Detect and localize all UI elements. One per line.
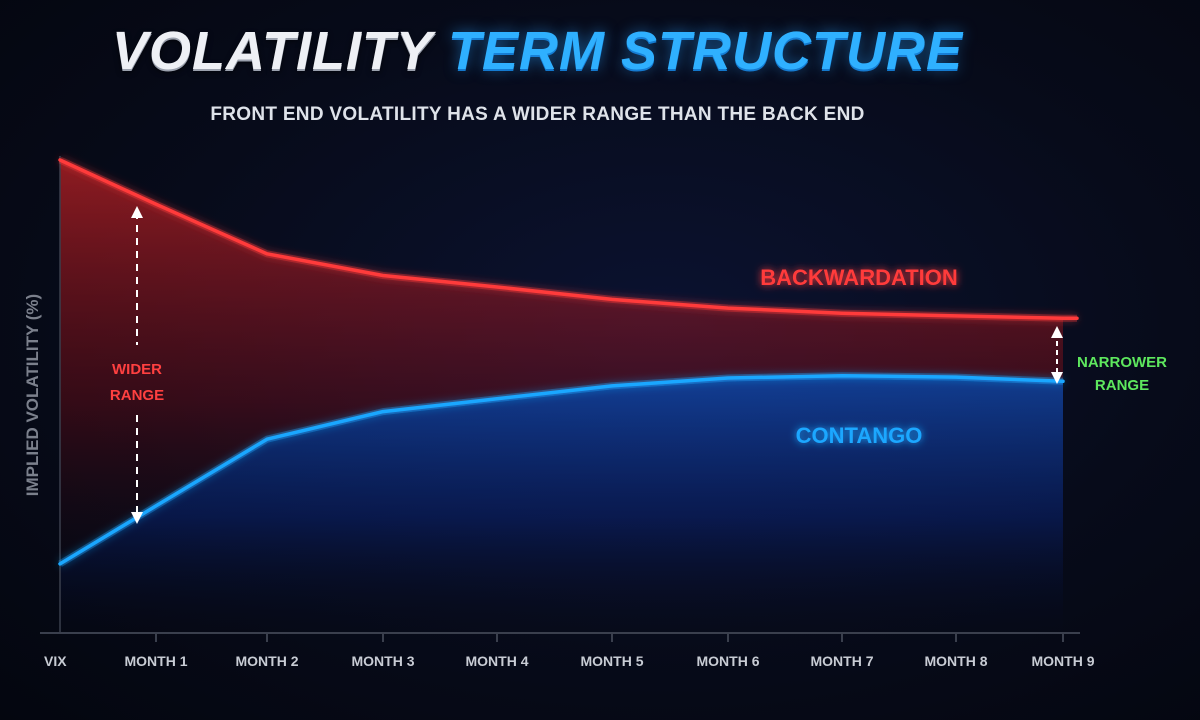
- narrower-range-label-line1: NARROWER: [1077, 354, 1167, 371]
- x-tick-label: MONTH 5: [581, 653, 644, 669]
- contango-point: [726, 376, 730, 380]
- chart-subtitle: FRONT END VOLATILITY HAS A WIDER RANGE T…: [210, 104, 865, 125]
- contango-point: [154, 504, 158, 508]
- wider-range-label-line2: RANGE: [110, 387, 164, 404]
- series-lines: [58, 156, 1079, 567]
- contango-point: [1061, 379, 1065, 383]
- backwardation-point: [954, 314, 958, 318]
- x-tick-label: MONTH 4: [466, 653, 529, 669]
- x-tick-label: MONTH 6: [697, 653, 760, 669]
- wider-range-label-line1: WIDER: [112, 361, 162, 378]
- contango-point: [954, 375, 958, 379]
- contango-point: [58, 562, 62, 566]
- backwardation-point: [840, 311, 844, 315]
- contango-point: [265, 437, 269, 441]
- chart-title: VOLATILITY TERM STRUCTURE: [0, 20, 1075, 82]
- contango-label: CONTANGO: [796, 423, 923, 448]
- title-part-1: VOLATILITY: [112, 21, 432, 81]
- narrower-range-label-line2: RANGE: [1095, 377, 1149, 394]
- title-part-2: TERM STRUCTURE: [448, 21, 963, 81]
- contango-area: [60, 375, 1063, 633]
- backwardation-point: [265, 252, 269, 256]
- x-tick-label: VIX: [44, 653, 67, 669]
- contango-point: [495, 397, 499, 401]
- backwardation-point: [610, 297, 614, 301]
- x-tick-label: MONTH 3: [352, 653, 415, 669]
- backwardation-point: [1061, 316, 1065, 320]
- backwardation-label: BACKWARDATION: [760, 265, 958, 290]
- labels: BACKWARDATION CONTANGO: [760, 265, 958, 448]
- annotations: WIDER RANGE NARROWER RANGE: [110, 206, 1167, 524]
- x-tick-label: MONTH 7: [811, 653, 874, 669]
- x-tick-label: MONTH 9: [1032, 653, 1095, 669]
- x-tick-label: MONTH 1: [125, 653, 188, 669]
- area-fills: [60, 160, 1063, 633]
- axes: VIX MONTH 1 MONTH 2 MONTH 3 MONTH 4 MONTH 5 MO…: [23, 156, 1095, 669]
- backwardation-point: [495, 285, 499, 289]
- contango-point: [840, 374, 844, 378]
- backwardation-point: [154, 202, 158, 206]
- contango-line: [58, 373, 1065, 566]
- backwardation-point: [726, 306, 730, 310]
- backwardation-area: [60, 160, 1063, 564]
- contango-point: [381, 410, 385, 414]
- x-tick-label: MONTH 8: [925, 653, 988, 669]
- backwardation-point: [381, 273, 385, 277]
- x-tick-label: MONTH 2: [236, 653, 299, 669]
- backwardation-point: [58, 158, 62, 162]
- y-axis-label: IMPLIED VOLATILITY (%): [23, 294, 42, 496]
- contango-point: [610, 384, 614, 388]
